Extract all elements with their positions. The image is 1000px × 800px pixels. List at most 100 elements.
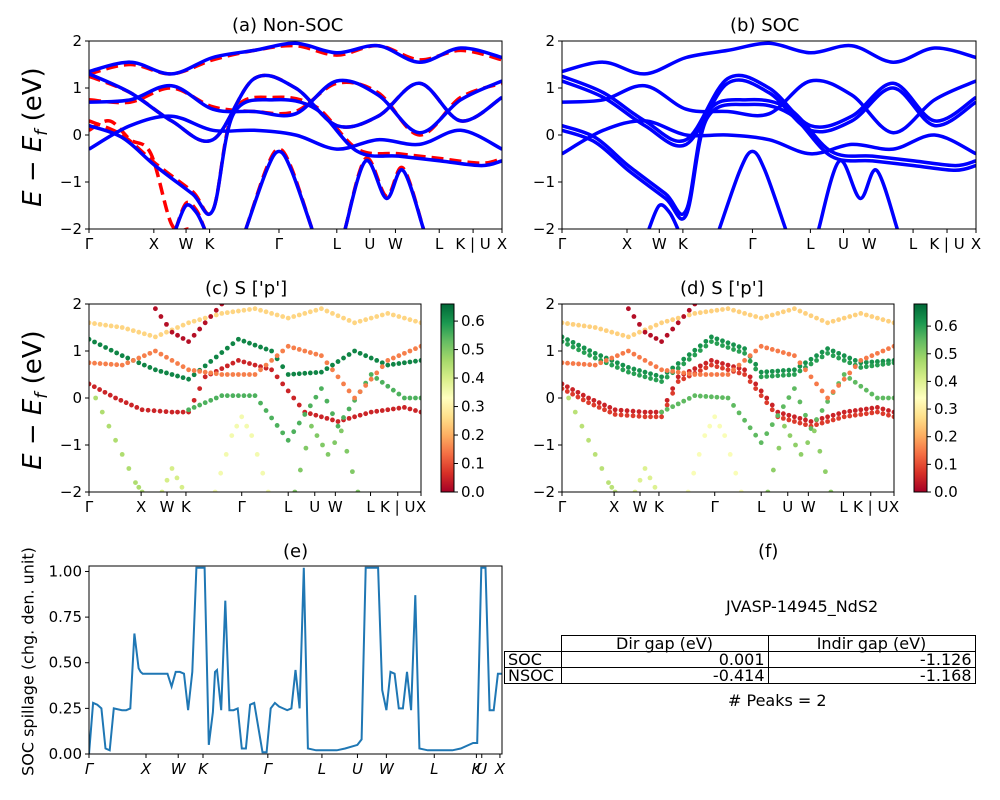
projected-band-point <box>653 377 659 383</box>
projected-band-point <box>352 348 357 354</box>
projected-band-point <box>247 340 252 346</box>
projected-band-point <box>753 386 759 391</box>
projected-band-point <box>675 369 681 375</box>
projected-band-point <box>664 397 670 403</box>
projected-band-point <box>341 415 346 420</box>
projected-band-point <box>642 329 648 335</box>
projected-band-point <box>758 343 764 349</box>
projected-band-point <box>202 315 208 321</box>
projected-band-point <box>709 339 714 344</box>
projected-band-point <box>814 353 819 359</box>
projected-band-point <box>758 440 764 446</box>
projected-band-point <box>179 484 185 490</box>
projected-band-point <box>609 329 615 335</box>
projected-band-point <box>863 355 869 361</box>
projected-band-point <box>780 368 786 373</box>
projected-band-point <box>136 484 142 490</box>
projected-band-point <box>808 419 814 424</box>
projected-band-point <box>886 318 891 324</box>
projected-band-point <box>106 423 112 429</box>
projected-band-point <box>129 402 134 408</box>
projected-band-point <box>93 395 99 401</box>
projected-band-point <box>769 368 775 374</box>
x-tick-label: L <box>333 235 342 253</box>
projected-band-point <box>180 322 186 328</box>
projected-band-point <box>355 489 361 492</box>
colorbar-tick-label: 0.1 <box>934 455 958 473</box>
projected-band-point <box>792 414 797 420</box>
projected-band-point <box>92 321 97 326</box>
x-tick-label: L <box>839 498 848 516</box>
projected-band-point <box>586 395 591 401</box>
projected-band-point <box>319 386 324 391</box>
projected-band-point <box>374 408 380 414</box>
projected-band-point <box>263 408 269 413</box>
projected-band-point <box>764 400 770 406</box>
projected-band-point <box>863 364 869 370</box>
projected-band-point <box>780 372 786 378</box>
projected-band-point <box>335 359 341 364</box>
projected-band-point <box>153 367 158 373</box>
projected-band-point <box>145 407 151 413</box>
projected-band-point <box>709 334 714 340</box>
projected-band-point <box>776 445 782 451</box>
x-tick-label: X <box>416 498 426 516</box>
x-tick-label: L <box>909 235 918 253</box>
projected-band-point <box>330 362 335 368</box>
projected-band-point <box>886 412 891 418</box>
projected-band-point <box>614 353 620 359</box>
projected-band-point <box>335 313 341 319</box>
projected-band-point <box>572 409 578 415</box>
projected-band-point <box>620 367 626 373</box>
projected-band-point <box>313 370 319 375</box>
projected-band-point <box>869 391 875 397</box>
projected-band-point <box>125 355 131 361</box>
x-tick-label: Γ <box>238 498 247 516</box>
projected-band-point <box>103 322 108 328</box>
y-tick-label: 2 <box>545 32 555 50</box>
projected-band-point <box>797 360 803 366</box>
projected-band-point <box>709 394 714 400</box>
projected-band-point <box>786 417 792 423</box>
projected-band-point <box>858 407 864 413</box>
projected-band-point <box>875 409 880 415</box>
projected-band-point <box>197 386 203 391</box>
projected-band-point <box>596 405 602 410</box>
projected-band-point <box>285 372 291 377</box>
projected-band-point <box>703 343 709 349</box>
projected-band-point <box>758 374 764 380</box>
projected-band-point <box>576 342 581 348</box>
projected-band-point <box>659 374 664 380</box>
x-tick-label: X <box>609 498 619 516</box>
projected-band-point <box>130 358 136 363</box>
projected-band-point <box>319 414 324 420</box>
x-tick-label: W <box>379 760 395 778</box>
projected-band-point <box>133 480 138 485</box>
projected-band-point <box>736 348 742 354</box>
projected-band-point <box>223 452 229 457</box>
projected-band-point <box>191 397 197 403</box>
projected-band-point <box>586 400 591 406</box>
projected-band-point <box>319 353 324 359</box>
x-tick-label: Γ <box>85 760 95 778</box>
projected-band-point <box>626 369 631 375</box>
projected-band-point <box>670 386 676 391</box>
projected-band-point <box>346 388 352 394</box>
projected-band-point <box>869 353 875 359</box>
projected-band-point <box>274 353 280 359</box>
projected-band-point <box>418 358 421 363</box>
projected-band-point <box>670 404 676 410</box>
x-tick-label: L <box>757 498 766 516</box>
projected-band-point <box>352 414 357 420</box>
projected-band-point <box>830 412 836 418</box>
projected-band-point <box>324 415 330 421</box>
x-tick-label: K | U <box>455 235 490 253</box>
projected-band-point <box>302 370 308 376</box>
projected-band-point <box>313 412 319 418</box>
projected-band-point <box>863 387 869 393</box>
projected-band-point <box>836 411 842 417</box>
projected-band-point <box>702 433 708 438</box>
x-tick-label: W <box>171 760 187 778</box>
projected-band-point <box>175 325 180 330</box>
projected-band-point <box>385 362 391 368</box>
